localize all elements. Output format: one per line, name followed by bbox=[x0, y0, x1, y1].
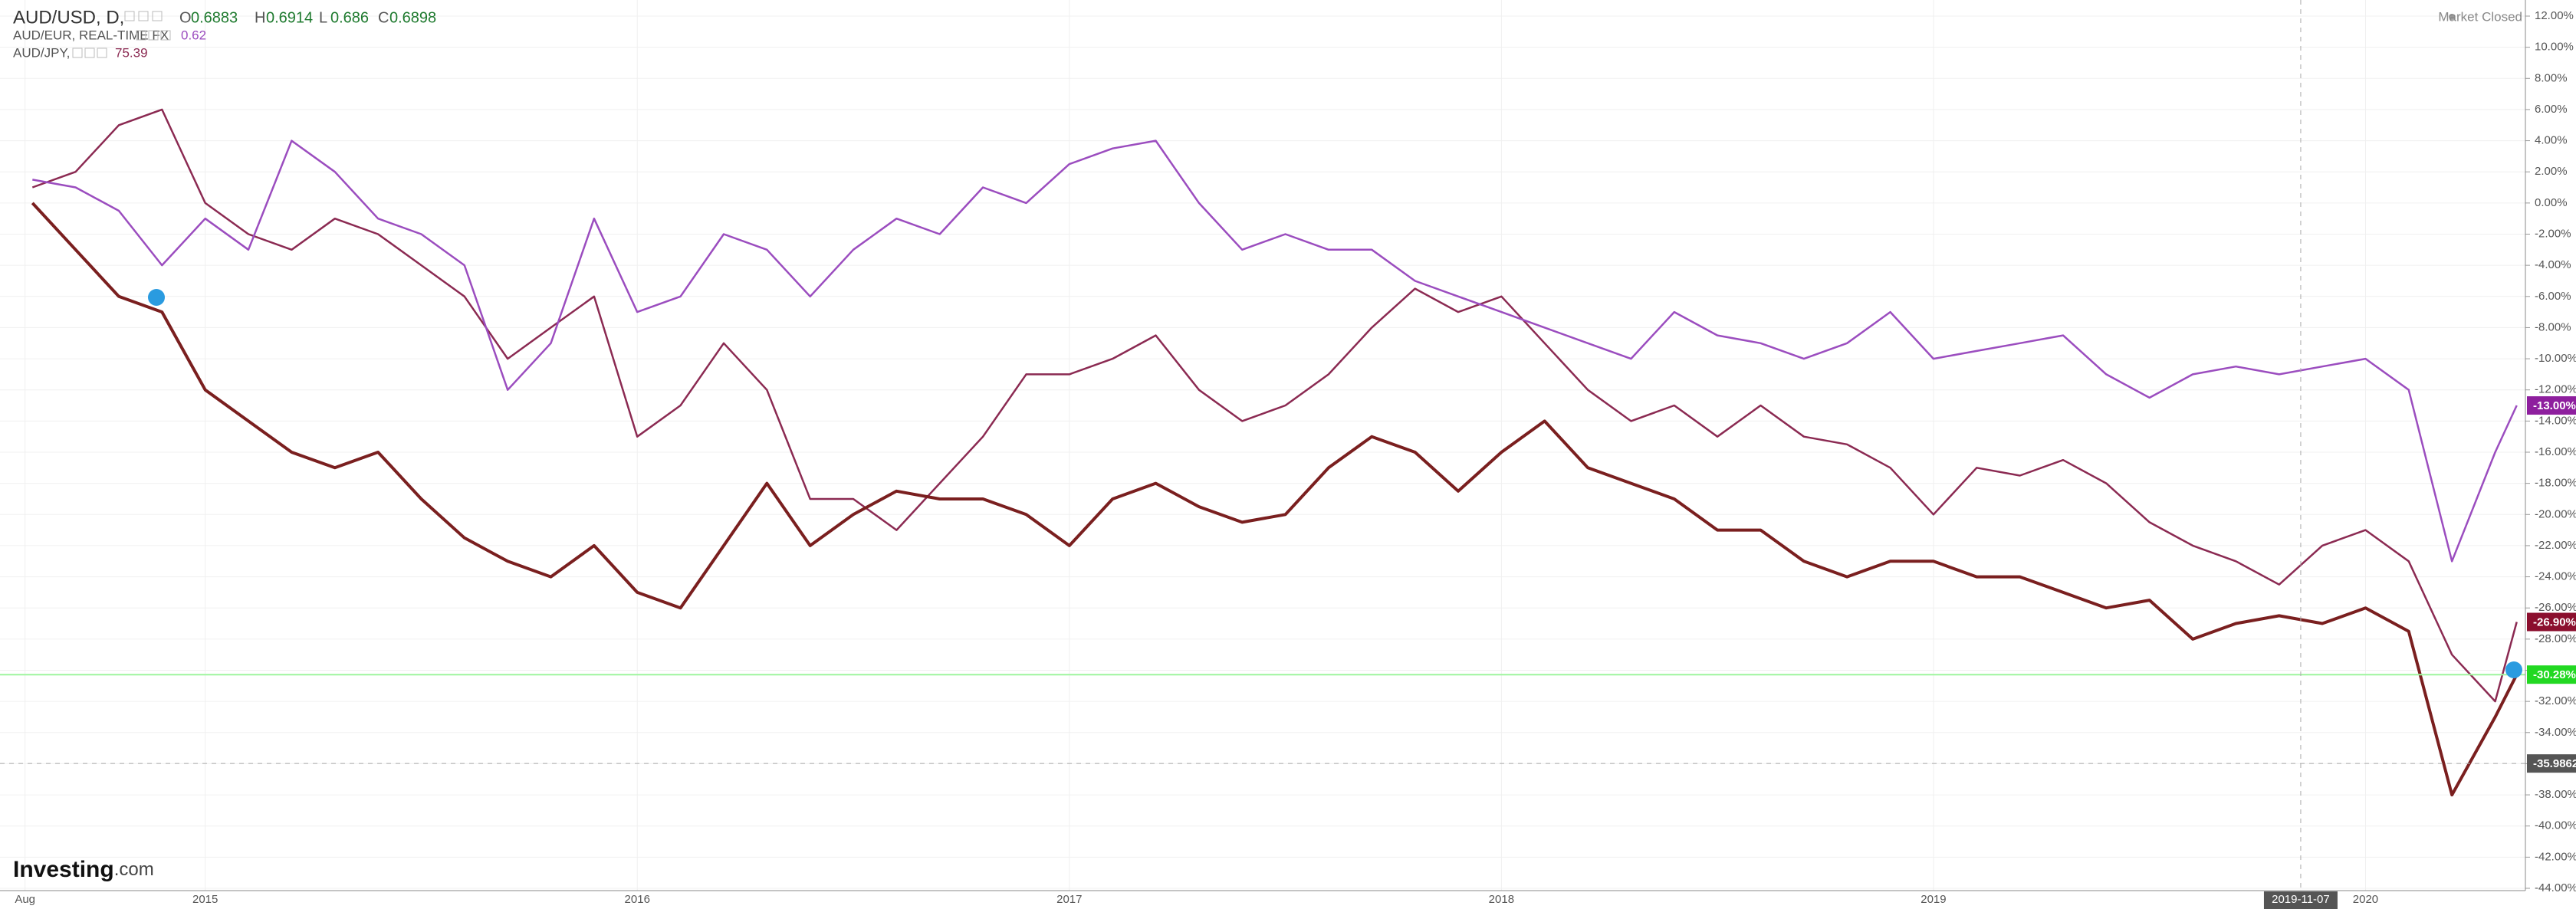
y-tick-label: 6.00% bbox=[2535, 103, 2568, 116]
ohlc-label: L bbox=[319, 9, 327, 26]
ohlc-label: O bbox=[179, 9, 192, 26]
y-tick-label: -22.00% bbox=[2535, 539, 2576, 552]
y-tick-label: -10.00% bbox=[2535, 352, 2576, 365]
series-line bbox=[31, 202, 2518, 797]
y-tick-label: -32.00% bbox=[2535, 694, 2576, 707]
y-tick-label: -14.00% bbox=[2535, 414, 2576, 427]
price-badge bbox=[2527, 396, 2576, 415]
y-tick-label: -42.00% bbox=[2535, 850, 2576, 863]
price-badge bbox=[2527, 754, 2576, 773]
x-tick-label: 2019 bbox=[1921, 893, 1946, 906]
y-tick-label: 10.00% bbox=[2535, 41, 2574, 54]
icon[interactable] bbox=[84, 48, 95, 58]
event-marker[interactable] bbox=[148, 289, 165, 306]
icon[interactable] bbox=[124, 11, 135, 21]
price-badge bbox=[2527, 612, 2576, 632]
ohlc-label: H bbox=[255, 9, 265, 26]
x-tick-label: 2015 bbox=[192, 893, 218, 906]
y-tick-label: 0.00% bbox=[2535, 196, 2568, 209]
ohlc-value: 0.686 bbox=[330, 9, 369, 26]
ohlc-label: C bbox=[378, 9, 389, 26]
legend-entry: AUD/JPY, bbox=[13, 45, 70, 60]
ohlc-value: 0.6914 bbox=[266, 9, 313, 26]
brand: Investing.com bbox=[13, 857, 154, 882]
date-badge bbox=[2263, 891, 2338, 909]
x-tick-label: Aug bbox=[15, 893, 35, 906]
x-tick-label: 2017 bbox=[1056, 893, 1082, 906]
legend-quote: 0.62 bbox=[181, 28, 206, 42]
icon[interactable] bbox=[148, 30, 159, 41]
x-tick-label: 2018 bbox=[1489, 893, 1514, 906]
y-tick-label: -40.00% bbox=[2535, 819, 2576, 832]
y-tick-label: -38.00% bbox=[2535, 788, 2576, 801]
price-badge bbox=[2527, 665, 2576, 684]
y-tick-label: -18.00% bbox=[2535, 477, 2576, 490]
series-line bbox=[31, 108, 2518, 703]
status-dot bbox=[2449, 14, 2455, 20]
ohlc-value: 0.6883 bbox=[191, 9, 238, 26]
market-status: Market Closed bbox=[2438, 9, 2522, 24]
icon[interactable] bbox=[160, 30, 171, 41]
y-tick-label: 2.00% bbox=[2535, 165, 2568, 178]
ohlc-value: 0.6898 bbox=[389, 9, 436, 26]
legend-entry: AUD/EUR, REAL-TIME FX bbox=[13, 28, 169, 42]
y-tick-label: -16.00% bbox=[2535, 445, 2576, 458]
icon[interactable] bbox=[136, 30, 146, 41]
y-tick-label: 4.00% bbox=[2535, 134, 2568, 147]
price-badge-label: -35.9862 bbox=[2533, 757, 2576, 770]
main-symbol: AUD/USD, D, bbox=[13, 7, 124, 28]
y-tick-label: -8.00% bbox=[2535, 320, 2571, 333]
price-badge-label: -13.00% bbox=[2533, 399, 2576, 412]
series-line bbox=[32, 139, 2518, 563]
plot bbox=[0, 0, 2525, 891]
y-tick-label: -24.00% bbox=[2535, 570, 2576, 583]
y-tick-label: -12.00% bbox=[2535, 383, 2576, 396]
y-tick-label: -34.00% bbox=[2535, 726, 2576, 739]
x-tick-label: 2020 bbox=[2353, 893, 2378, 906]
icon[interactable] bbox=[97, 48, 107, 58]
icon[interactable] bbox=[72, 48, 83, 58]
y-tick-label: -4.00% bbox=[2535, 258, 2571, 271]
icon[interactable] bbox=[138, 11, 149, 21]
y-tick-label: -6.00% bbox=[2535, 290, 2571, 303]
y-tick-label: 8.00% bbox=[2535, 71, 2568, 84]
brand-suffix: .com bbox=[114, 859, 154, 880]
price-badge-label: -30.28% bbox=[2533, 668, 2576, 681]
y-tick-label: -26.00% bbox=[2535, 601, 2576, 614]
brand-name: Investing bbox=[13, 857, 114, 882]
price-badge-label: -26.90% bbox=[2533, 615, 2576, 628]
event-marker[interactable] bbox=[2505, 661, 2522, 678]
date-badge-label: 2019-11-07 bbox=[2272, 893, 2330, 906]
x-tick-label: 2016 bbox=[625, 893, 650, 906]
y-tick-label: -20.00% bbox=[2535, 507, 2576, 520]
y-tick-label: -44.00% bbox=[2535, 881, 2576, 894]
legend-quote: 75.39 bbox=[115, 45, 148, 60]
icon[interactable] bbox=[152, 11, 163, 21]
y-tick-label: 12.00% bbox=[2535, 9, 2574, 22]
y-tick-label: -2.00% bbox=[2535, 227, 2571, 240]
y-tick-label: -28.00% bbox=[2535, 632, 2576, 645]
